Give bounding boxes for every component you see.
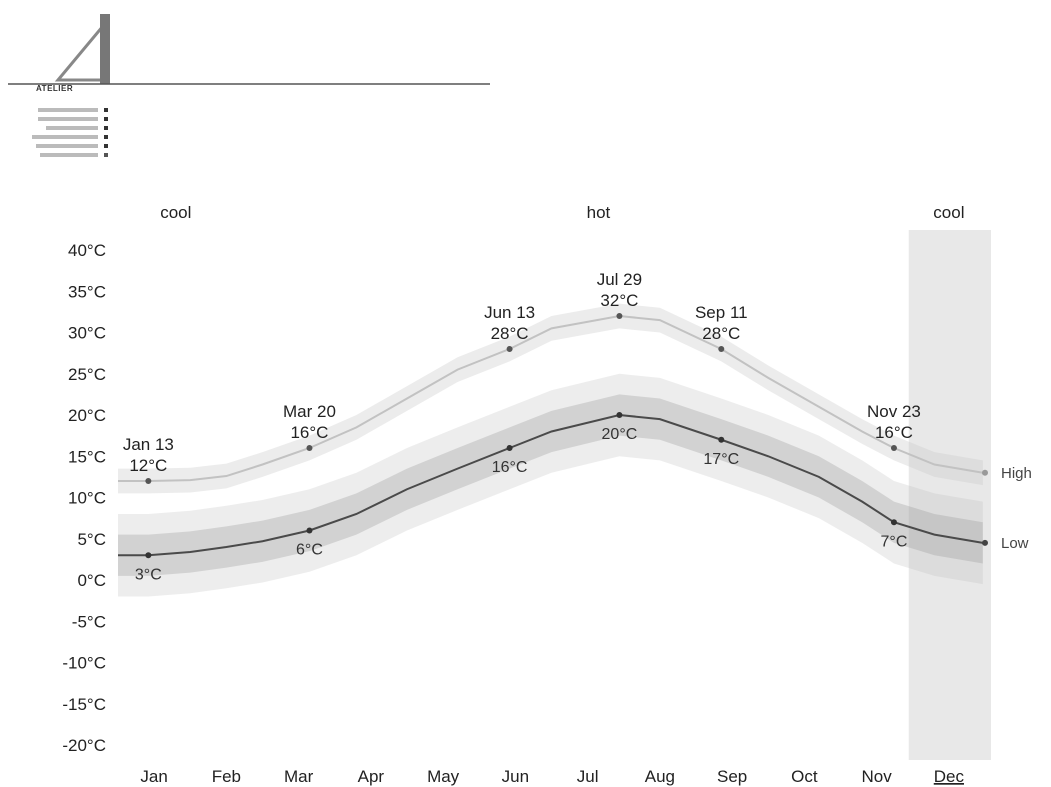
series-end-point [982,539,988,546]
annotation-point [306,445,313,451]
y-tick-label: -15°C [62,695,106,714]
season-label: cool [933,203,964,222]
x-tick-label: Dec [934,767,965,786]
annotation-point [506,346,513,352]
annotation-point [145,552,152,559]
annotation-point [890,445,897,451]
x-tick-label: Jan [140,767,167,786]
annotation-value: 6°C [296,542,323,559]
annotation-point [145,478,152,484]
annotation-value: 12°C [129,456,167,475]
brand-name: ATELIER [36,84,74,93]
y-tick-label: 40°C [68,241,106,260]
y-tick-label: -5°C [72,612,106,631]
annotation-point [306,527,313,534]
x-tick-label: Aug [645,767,675,786]
y-tick-label: 5°C [77,530,106,549]
y-tick-label: -10°C [62,654,106,673]
annotation-value: 17°C [703,451,739,468]
annotation-point [718,436,725,443]
annotation-value: 20°C [602,426,638,443]
series-label-high: High [1001,465,1032,482]
brand-logo: ATELIER [0,0,500,200]
annotation-point [616,412,623,418]
annotation-date: Jan 13 [123,435,174,454]
x-tick-label: Jun [502,767,529,786]
x-tick-label: Sep [717,767,747,786]
december-highlight-band [908,230,991,760]
annotation-value: 7°C [881,533,908,550]
annotation-date: Jun 13 [484,303,535,322]
high-series-line [118,314,984,482]
annotation-date: Jul 29 [597,270,642,289]
annotation-value: 28°C [491,324,529,343]
annotation-point [616,313,623,319]
low-inner-band [118,394,983,576]
x-tick-label: Feb [212,767,241,786]
series-label-low: Low [1001,535,1029,552]
y-tick-label: 20°C [68,406,106,425]
x-tick-label: Jul [577,767,599,786]
y-tick-label: 30°C [68,324,106,343]
annotation-date: Nov 23 [867,402,921,421]
y-tick-label: -20°C [62,736,106,755]
annotation-value: 3°C [135,566,162,583]
low-series-line [118,413,984,557]
season-label: hot [587,203,611,222]
annotation-point [718,346,725,352]
high-spread-band [118,303,983,494]
season-label: cool [160,203,191,222]
low-outer-band [118,373,983,597]
series-end-point [982,469,988,476]
annotation-point [890,519,897,526]
x-tick-label: May [427,767,460,786]
y-tick-label: 10°C [68,489,106,508]
x-tick-label: Mar [284,767,314,786]
annotation-point [506,445,513,451]
annotation-value: 16°C [290,423,328,442]
logo-mark-icon [8,14,490,157]
annotation-value: 16°C [875,423,913,442]
annotation-date: Mar 20 [283,402,336,421]
annotation-value: 28°C [702,324,740,343]
annotation-value: 16°C [492,459,528,476]
y-tick-label: 15°C [68,447,106,466]
x-tick-label: Oct [791,767,818,786]
annotation-value: 32°C [600,291,638,310]
y-tick-label: 0°C [77,571,106,590]
x-tick-label: Nov [862,767,893,786]
x-tick-label: Apr [358,767,385,786]
y-tick-label: 25°C [68,365,106,384]
annotation-date: Sep 11 [695,303,748,322]
y-tick-label: 35°C [68,282,106,301]
